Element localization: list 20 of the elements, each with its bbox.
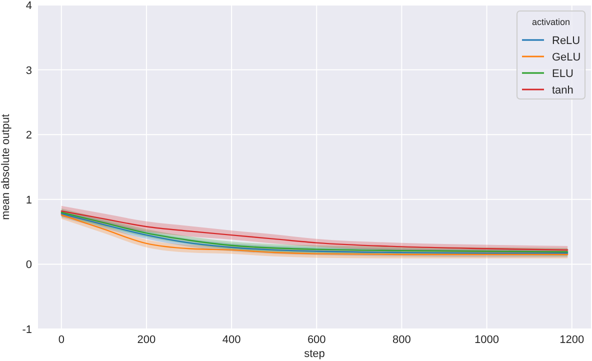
y-tick-label: 3 bbox=[26, 64, 32, 77]
x-tick-label: 800 bbox=[392, 334, 411, 346]
legend-label: tanh bbox=[552, 84, 574, 96]
legend-title: activation bbox=[532, 17, 570, 27]
x-axis-title: step bbox=[304, 348, 325, 360]
legend-label: GeLU bbox=[552, 52, 581, 64]
legend-label: ELU bbox=[552, 68, 574, 80]
y-tick-label: 2 bbox=[26, 130, 32, 142]
x-tick-label: 1200 bbox=[560, 334, 584, 346]
legend-label: ReLU bbox=[552, 35, 580, 47]
y-tick-label: 0 bbox=[26, 259, 32, 272]
x-tick-label: 0 bbox=[58, 334, 64, 346]
x-tick-label: 1000 bbox=[474, 334, 500, 346]
y-tick-label: 1 bbox=[26, 194, 32, 206]
y-axis-title: mean absolute output bbox=[0, 114, 12, 220]
x-tick-label: 600 bbox=[307, 334, 326, 346]
x-tick-label: 400 bbox=[222, 334, 241, 346]
y-tick-label: 4 bbox=[26, 0, 32, 12]
y-tick-label: -1 bbox=[22, 324, 32, 336]
x-tick-label: 200 bbox=[137, 334, 156, 346]
